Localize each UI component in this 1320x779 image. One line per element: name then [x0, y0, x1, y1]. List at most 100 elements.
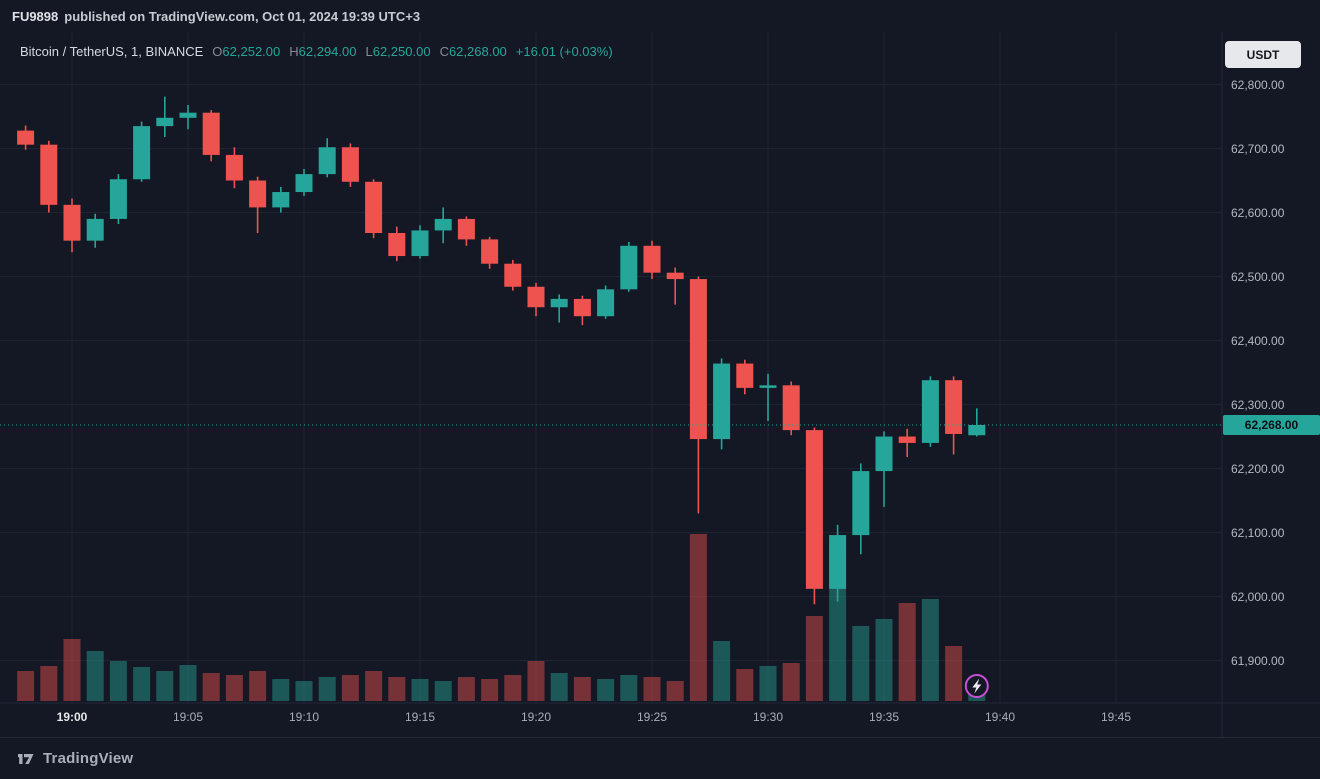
volume-bar: [736, 669, 754, 701]
volume-bar: [17, 671, 35, 701]
volume-bar: [457, 677, 475, 701]
volume-bar: [550, 673, 568, 701]
candle: [365, 181, 383, 233]
time-axis-label: 19:20: [520, 710, 552, 724]
volume-bar: [249, 671, 267, 701]
candle: [17, 130, 35, 145]
candle: [341, 147, 359, 182]
price-axis-label: 62,200.00: [1231, 461, 1285, 476]
candle: [666, 272, 684, 280]
candle: [852, 471, 870, 536]
candle: [759, 385, 777, 388]
candle: [736, 363, 754, 388]
time-axis-label: 19:15: [404, 710, 436, 724]
volume-bar: [318, 677, 336, 701]
volume-bar: [759, 666, 777, 701]
volume-bar: [63, 639, 81, 701]
currency-button[interactable]: USDT: [1225, 41, 1301, 68]
volume-bar: [481, 679, 499, 701]
candle: [921, 380, 939, 443]
time-axis-label: 19:35: [868, 710, 900, 724]
candle: [295, 174, 313, 193]
candle: [527, 286, 545, 308]
time-axis-label: 19:05: [172, 710, 204, 724]
volume-bar: [643, 677, 661, 701]
time-axis-label: 19:30: [752, 710, 784, 724]
time-axis-label: 19:40: [984, 710, 1016, 724]
price-axis-label: 62,700.00: [1231, 141, 1285, 156]
candle: [133, 126, 151, 180]
candle: [109, 179, 127, 219]
candle: [782, 385, 800, 431]
lightning-bolt-icon: [972, 678, 982, 694]
price-axis-label: 61,900.00: [1231, 653, 1285, 668]
volume-bar: [411, 679, 429, 701]
candle: [945, 380, 963, 434]
price-axis-label: 62,100.00: [1231, 525, 1285, 540]
candle: [643, 245, 661, 273]
volume-bar: [945, 646, 963, 701]
candle: [179, 112, 197, 118]
volume-bar: [109, 661, 127, 701]
price-axis-label: 62,800.00: [1231, 77, 1285, 92]
volume-bar: [388, 677, 406, 701]
candle: [550, 298, 568, 308]
candle: [620, 245, 638, 290]
candle: [156, 117, 174, 127]
tradingview-logo[interactable]: TradingView: [14, 750, 133, 767]
candle: [805, 430, 823, 589]
volume-bar: [86, 651, 104, 701]
candle: [481, 239, 499, 264]
footer-bar: TradingView: [0, 737, 1320, 779]
candle: [63, 204, 81, 241]
volume-bar: [713, 641, 731, 701]
price-axis-label: 62,500.00: [1231, 269, 1285, 284]
symbol-header: Bitcoin / TetherUS, 1, BINANCE O62,252.0…: [20, 44, 613, 59]
time-axis-label: 19:10: [288, 710, 320, 724]
volume-bar: [597, 679, 615, 701]
volume-bar: [921, 599, 939, 701]
attribution-bar: FU9898 published on TradingView.com, Oct…: [0, 0, 1320, 32]
volume-bar: [782, 663, 800, 701]
candle: [968, 425, 986, 436]
symbol-title[interactable]: Bitcoin / TetherUS, 1, BINANCE: [20, 44, 204, 59]
time-axis-label: 19:00: [56, 710, 88, 724]
candle: [457, 218, 475, 240]
tradingview-wordmark: TradingView: [43, 750, 134, 767]
candle: [898, 436, 916, 443]
candle: [225, 154, 243, 181]
candle: [434, 218, 452, 231]
price-axis-label: 62,000.00: [1231, 589, 1285, 604]
candle: [249, 180, 267, 208]
volume-bar: [573, 677, 591, 701]
candle: [689, 279, 707, 440]
volume-bar: [434, 681, 452, 701]
attribution-author: FU9898: [12, 8, 59, 24]
price-change: +16.01 (+0.03%): [515, 44, 613, 59]
volume-bar: [156, 671, 174, 701]
candle: [597, 289, 615, 317]
volume-bar: [852, 626, 870, 701]
ohlc-open: O62,252.00: [212, 44, 281, 59]
candle: [573, 298, 591, 317]
candle: [86, 218, 104, 241]
volume-bar: [133, 667, 151, 701]
volume-bar: [898, 603, 916, 701]
attribution-text: published on TradingView.com, Oct 01, 20…: [64, 8, 421, 24]
price-axis-label: 62,300.00: [1231, 397, 1285, 412]
volume-bar: [365, 671, 383, 701]
volume-bar: [40, 666, 58, 701]
volume-bar: [295, 681, 313, 701]
last-price-tag: 62,268.00: [1223, 415, 1320, 435]
volume-bar: [179, 665, 197, 701]
ohlc-close: C62,268.00: [439, 44, 507, 59]
volume-bar: [225, 675, 243, 701]
price-axis-label: 62,600.00: [1231, 205, 1285, 220]
ohlc-low: L62,250.00: [365, 44, 431, 59]
volume-bar: [666, 681, 684, 701]
candle: [411, 230, 429, 257]
volume-bar: [689, 534, 707, 701]
time-axis-label: 19:45: [1100, 710, 1132, 724]
